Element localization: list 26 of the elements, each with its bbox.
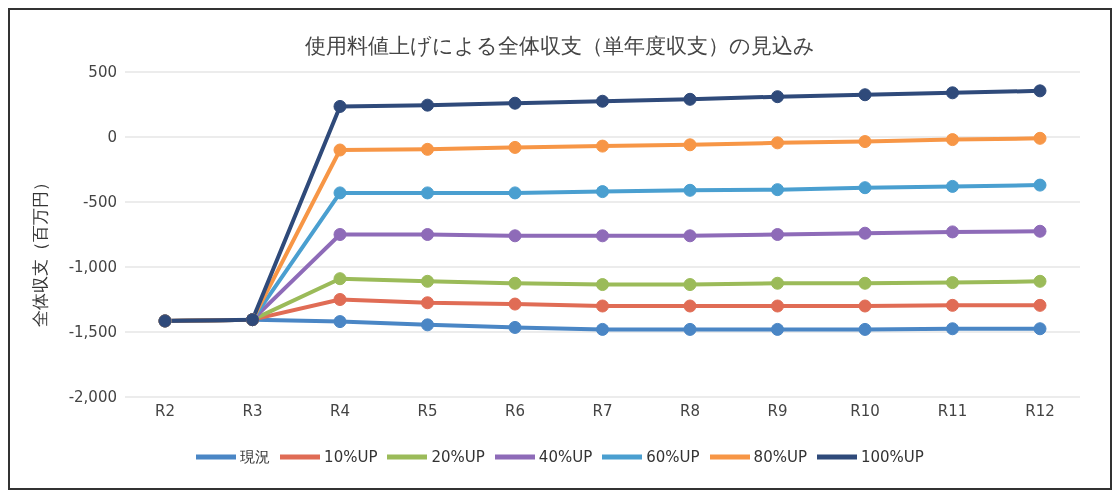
x-tick-label: R8 bbox=[680, 401, 700, 420]
legend-label: 20%UP bbox=[431, 447, 485, 466]
y-tick-label: 0 bbox=[107, 128, 117, 147]
y-tick-label: -500 bbox=[82, 193, 117, 212]
x-tick-label: R9 bbox=[767, 401, 788, 420]
x-tick-label: R10 bbox=[850, 401, 880, 420]
x-tick-label: R4 bbox=[330, 401, 350, 420]
y-axis-title: 全体収支（百万円） bbox=[28, 173, 51, 327]
legend-label: 60%UP bbox=[646, 447, 700, 466]
x-tick-label: R12 bbox=[1025, 401, 1055, 420]
legend-label: 100%UP bbox=[860, 447, 924, 466]
legend-label: 10%UP bbox=[324, 447, 378, 466]
x-tick-label: R11 bbox=[937, 401, 968, 420]
legend-label: 現況 bbox=[240, 447, 271, 466]
y-tick-label: 500 bbox=[88, 63, 117, 82]
y-tick-label: -1,000 bbox=[68, 258, 117, 277]
y-tick-label: -1,500 bbox=[68, 323, 117, 342]
x-tick-label: R3 bbox=[242, 401, 263, 420]
y-tick-label: -2,000 bbox=[68, 388, 117, 407]
x-tick-label: R6 bbox=[505, 401, 525, 420]
x-tick-label: R2 bbox=[155, 401, 175, 420]
chart-title: 使用料値上げによる全体収支（単年度収支）の見込み bbox=[304, 33, 816, 60]
x-tick-label: R7 bbox=[592, 401, 613, 420]
x-tick-label: R5 bbox=[417, 401, 438, 420]
legend-label: 40%UP bbox=[538, 447, 593, 466]
legend-label: 80%UP bbox=[753, 447, 807, 466]
